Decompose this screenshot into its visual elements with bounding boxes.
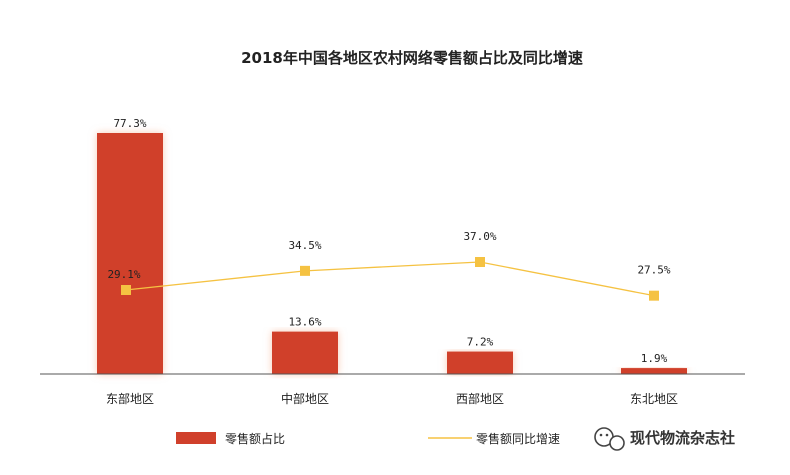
watermark: 现代物流杂志社 [594,427,735,451]
line-point-2 [475,257,485,267]
category-label: 东部地区 [106,391,154,406]
bar-value-label: 7.2% [467,336,494,349]
line-point-3 [649,290,659,301]
category-labels: 东部地区 中部地区 西部地区 东北地区 [106,391,678,406]
legend: 零售额占比 零售额同比增速 [176,431,560,446]
legend-swatch-bar [176,432,216,444]
line-value-label: 27.5% [637,264,670,277]
legend-label-bar: 零售额占比 [225,431,285,446]
line-value-label: 34.5% [288,239,321,252]
bar-3 [621,368,687,374]
bar-2 [447,351,513,374]
bar-1 [272,331,338,374]
bars-layer [97,133,687,374]
line-point-0 [121,285,131,295]
line-layer [121,257,659,301]
category-label: 中部地区 [281,391,329,406]
labels-layer: 77.3% 13.6% 7.2% 1.9% 29.1% 34.5% 37.0% 27.5% [107,117,670,365]
bar-value-label: 77.3% [113,117,146,130]
wechat-icon [594,427,625,451]
chart-title: 2018年中国各地区农村网络零售额占比及同比增速 [241,49,583,67]
category-label: 西部地区 [456,391,504,406]
bar-value-label: 1.9% [641,352,668,365]
growth-line [125,261,655,297]
bar-value-label: 13.6% [288,316,321,329]
line-value-label: 37.0% [463,230,496,243]
line-point-1 [300,265,310,276]
line-value-label: 29.1% [107,268,140,281]
watermark-text: 现代物流杂志社 [630,429,735,447]
legend-label-line: 零售额同比增速 [476,431,560,446]
category-label: 东北地区 [630,392,678,406]
bar-0 [97,133,163,374]
